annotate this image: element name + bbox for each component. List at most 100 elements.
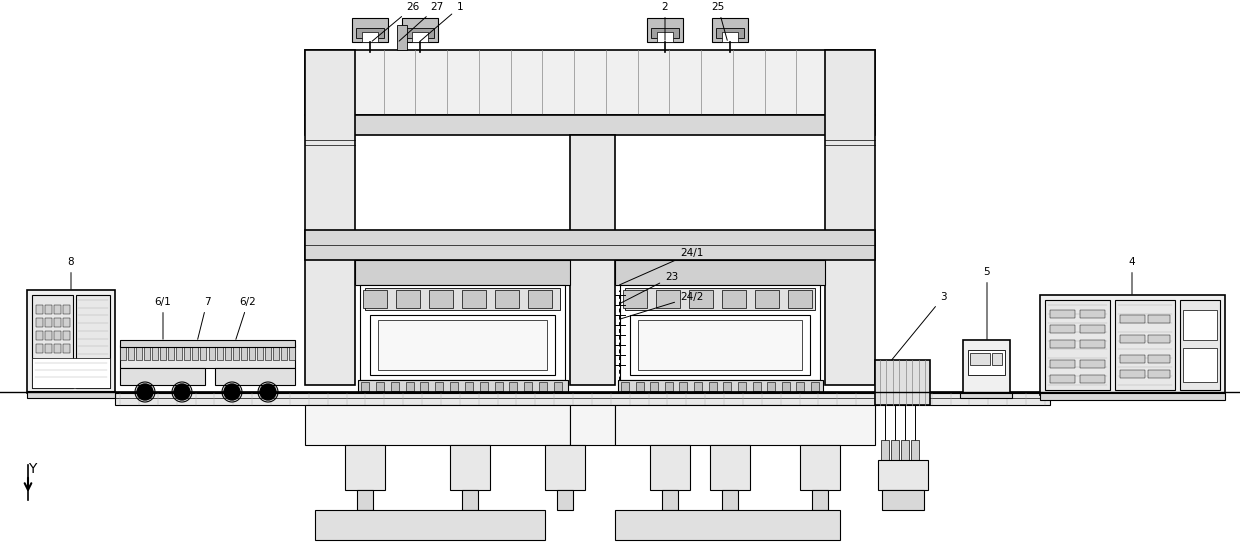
- Bar: [55, 344, 61, 353]
- Bar: [651, 28, 680, 38]
- Bar: [315, 510, 546, 540]
- Bar: [800, 445, 839, 490]
- Bar: [711, 445, 750, 490]
- Bar: [650, 445, 689, 490]
- Bar: [361, 382, 370, 391]
- Bar: [495, 382, 502, 391]
- Text: 4: 4: [1128, 257, 1136, 294]
- Bar: [233, 347, 238, 360]
- Bar: [510, 382, 517, 391]
- Bar: [120, 347, 126, 360]
- Text: 26: 26: [372, 2, 419, 41]
- Bar: [362, 32, 378, 42]
- Bar: [539, 382, 547, 391]
- Bar: [1080, 310, 1105, 318]
- Bar: [650, 382, 658, 391]
- Bar: [1040, 295, 1225, 395]
- Bar: [825, 50, 875, 385]
- Bar: [153, 347, 159, 360]
- Circle shape: [224, 384, 241, 400]
- Bar: [63, 318, 69, 327]
- Bar: [621, 382, 629, 391]
- Bar: [963, 340, 1011, 393]
- Bar: [55, 318, 61, 327]
- Text: 6/1: 6/1: [155, 297, 171, 339]
- Text: 6/2: 6/2: [236, 297, 257, 339]
- Bar: [450, 382, 458, 391]
- Bar: [391, 382, 399, 391]
- Bar: [570, 405, 615, 445]
- Bar: [463, 490, 477, 510]
- Bar: [36, 331, 43, 340]
- Bar: [1120, 355, 1145, 363]
- Bar: [557, 490, 573, 510]
- Bar: [45, 318, 52, 327]
- Bar: [265, 347, 270, 360]
- Bar: [680, 382, 687, 391]
- Bar: [528, 290, 552, 308]
- Bar: [709, 382, 717, 391]
- Bar: [450, 445, 490, 490]
- Bar: [495, 290, 520, 308]
- Bar: [1080, 375, 1105, 383]
- Bar: [397, 25, 407, 50]
- Bar: [901, 440, 909, 460]
- Bar: [36, 318, 43, 327]
- Bar: [694, 382, 702, 391]
- Bar: [358, 380, 568, 393]
- Bar: [738, 382, 746, 391]
- Bar: [620, 285, 820, 380]
- Bar: [630, 315, 810, 375]
- Bar: [1148, 315, 1171, 323]
- Text: 23: 23: [620, 272, 678, 304]
- Bar: [960, 393, 1012, 398]
- Bar: [412, 32, 428, 42]
- Bar: [722, 290, 746, 308]
- Bar: [305, 50, 875, 115]
- Bar: [45, 331, 52, 340]
- Bar: [241, 347, 247, 360]
- Text: Y: Y: [29, 462, 36, 476]
- Bar: [257, 347, 263, 360]
- Bar: [1120, 315, 1145, 323]
- Text: 3: 3: [892, 292, 946, 360]
- Bar: [305, 115, 875, 135]
- Bar: [1050, 360, 1075, 368]
- Bar: [356, 28, 384, 38]
- Bar: [273, 347, 279, 360]
- Bar: [376, 382, 384, 391]
- Bar: [1050, 375, 1075, 383]
- Bar: [45, 305, 52, 314]
- Bar: [160, 347, 166, 360]
- Bar: [120, 368, 205, 385]
- Bar: [36, 344, 43, 353]
- Bar: [812, 490, 828, 510]
- Text: 24/2: 24/2: [620, 292, 703, 319]
- Bar: [281, 347, 286, 360]
- Bar: [689, 290, 713, 308]
- Bar: [217, 347, 222, 360]
- Bar: [1183, 348, 1216, 382]
- Bar: [755, 290, 779, 308]
- Bar: [657, 32, 673, 42]
- Bar: [878, 460, 928, 490]
- Bar: [1120, 335, 1145, 343]
- Bar: [1115, 300, 1176, 390]
- Bar: [723, 382, 732, 391]
- Bar: [289, 347, 295, 360]
- Bar: [1050, 310, 1075, 318]
- Bar: [355, 260, 570, 285]
- Bar: [615, 405, 875, 445]
- Bar: [1045, 300, 1110, 390]
- Bar: [396, 290, 420, 308]
- Bar: [120, 340, 295, 347]
- Bar: [27, 290, 115, 393]
- Bar: [525, 382, 532, 391]
- Bar: [892, 440, 899, 460]
- Text: 2: 2: [662, 2, 668, 40]
- Bar: [405, 28, 434, 38]
- Bar: [128, 347, 134, 360]
- Bar: [63, 331, 69, 340]
- Bar: [639, 320, 802, 370]
- Bar: [796, 382, 805, 391]
